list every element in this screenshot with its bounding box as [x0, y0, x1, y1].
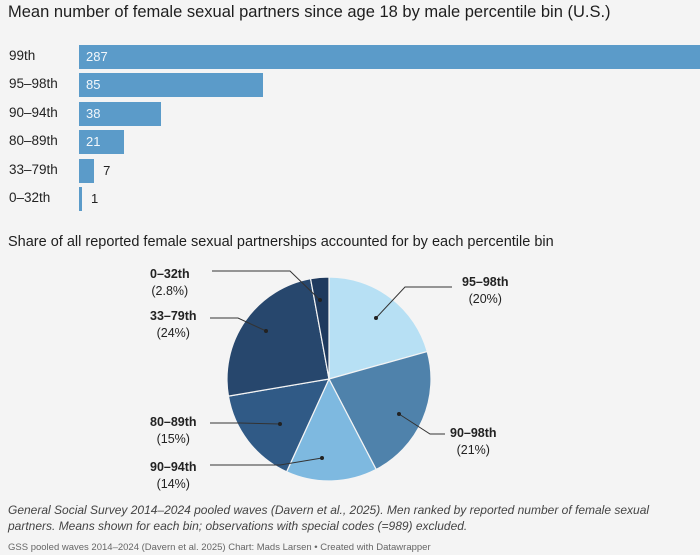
chart-credit: GSS pooled waves 2014–2024 (Davern et al… — [8, 542, 431, 553]
pie-leader-line — [210, 317, 267, 332]
pie-slice — [309, 276, 330, 380]
chart-notes: General Social Survey 2014–2024 pooled w… — [8, 503, 650, 533]
pie-slice — [328, 276, 428, 380]
pie-slice-percent: (15%) — [156, 432, 190, 446]
pie-leader-dot — [318, 298, 322, 302]
bar-category-label: 99th — [9, 48, 36, 63]
pie-slice — [226, 277, 330, 397]
pie-slice-percent: (2.8%) — [151, 284, 189, 298]
bar-value-label: 38 — [86, 105, 101, 121]
pie-slice-name: 95–98th — [462, 275, 509, 289]
pie-slice-name: 33–79th — [150, 309, 197, 323]
pie-chart-title: Share of all reported female sexual part… — [8, 234, 554, 250]
pie-slice-label: 80–89th (15%) — [150, 414, 197, 448]
bar — [79, 158, 95, 183]
pie-leader-line — [210, 457, 323, 466]
bar — [79, 45, 700, 69]
bar-row: 95–98th 85 — [0, 73, 700, 98]
pie-slice-name: 0–32th — [150, 267, 190, 281]
bar — [79, 187, 82, 211]
pie-slice — [328, 350, 432, 471]
bar-row: 0–32th 1 — [0, 187, 700, 211]
pie-leader-line — [210, 422, 281, 425]
pie-slice-label: 33–79th (24%) — [150, 308, 197, 342]
pie-slice-percent: (21%) — [456, 443, 490, 457]
pie-leader-dot — [320, 456, 324, 460]
bar-chart-title: Mean number of female sexual partners si… — [8, 3, 611, 21]
bar-row: 33–79th 7 — [0, 158, 700, 183]
pie-leader-dot — [397, 412, 401, 416]
bar — [79, 130, 125, 155]
pie-leader-line — [212, 270, 321, 301]
bar-row: 80–89th 21 — [0, 130, 700, 155]
pie-leader-dot — [374, 316, 378, 320]
pie-slice-name: 90–98th — [450, 426, 497, 440]
bar-value-label: 21 — [86, 134, 101, 150]
bar-category-label: 80–89th — [9, 133, 58, 149]
bar-value-label: 1 — [91, 191, 99, 206]
bar — [79, 101, 162, 126]
bar-category-label: 90–94th — [9, 104, 58, 120]
pie-leader-dot — [278, 422, 282, 426]
pie-slice-label: 90–94th (14%) — [150, 459, 197, 493]
bar-category-label: 0–32th — [9, 190, 51, 205]
bar-category-label: 33–79th — [9, 161, 58, 177]
bar-category-label: 95–98th — [9, 76, 58, 92]
pie-slice-percent: (14%) — [156, 477, 190, 491]
pie-slice-name: 90–94th — [150, 460, 197, 474]
pie-slice-label: 95–98th (20%) — [462, 274, 509, 308]
pie-slice-percent: (24%) — [156, 326, 190, 340]
bar-row: 99th 287 — [0, 45, 700, 69]
bar-value-label: 7 — [103, 162, 111, 178]
pie-slice-label: 90–98th (21%) — [450, 425, 497, 459]
pie-slice-name: 80–89th — [150, 415, 197, 429]
pie-slice-label: 0–32th (2.8%) — [150, 266, 190, 300]
pie-chart — [210, 270, 452, 482]
pie-slice-percent: (20%) — [468, 292, 502, 306]
bar-row: 90–94th 38 — [0, 101, 700, 126]
pie-leader-dot — [264, 329, 268, 333]
bar — [79, 73, 263, 98]
bar-value-label: 85 — [86, 77, 101, 93]
bar-value-label: 287 — [86, 49, 108, 64]
pie-slice — [285, 377, 377, 482]
pie-leader-line — [398, 413, 445, 435]
pie-leader-line — [375, 286, 452, 319]
